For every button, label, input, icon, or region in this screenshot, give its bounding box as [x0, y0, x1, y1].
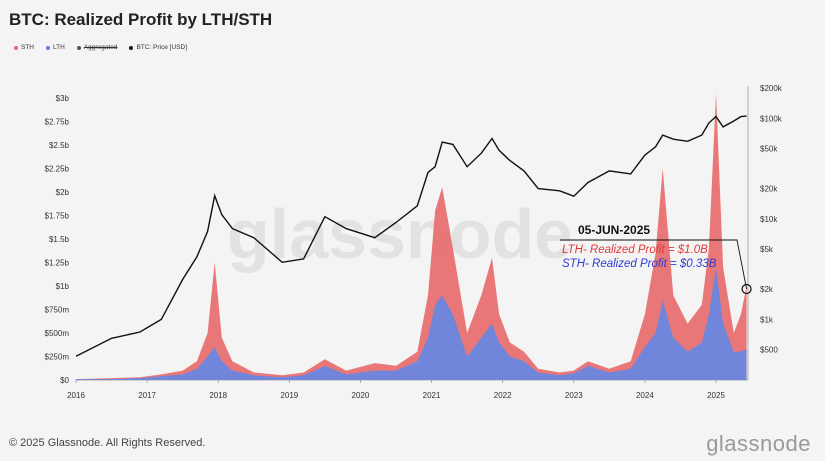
y-left-tick-label: $500m [45, 329, 70, 338]
y-left-tick-label: $1.75b [45, 212, 70, 221]
y-right-tick-label: $10k [760, 215, 778, 224]
y-left-tick-label: $2.25b [45, 165, 70, 174]
copyright-footer: © 2025 Glassnode. All Rights Reserved. [9, 437, 206, 449]
y-left-tick-label: $2b [56, 188, 70, 197]
y-left-tick-label: $1.5b [49, 235, 70, 244]
legend-swatch [76, 45, 81, 50]
lth-area-series [76, 267, 747, 380]
x-tick-label: 2017 [138, 391, 156, 400]
legend-swatch [129, 45, 134, 50]
y-left-tick-label: $750m [45, 306, 70, 315]
legend-label: BTC: Price [USD] [136, 44, 187, 51]
y-left-tick-label: $0 [60, 376, 69, 385]
legend-item-btc-price-usd-[interactable]: BTC: Price [USD] [129, 44, 187, 51]
y-right-tick-label: $50k [760, 145, 778, 154]
x-tick-label: 2022 [494, 391, 512, 400]
chart-title: BTC: Realized Profit by LTH/STH [9, 10, 273, 29]
y-left-tick-label: $1.25b [45, 259, 70, 268]
legend-item-aggregated[interactable]: Aggregated [76, 44, 118, 51]
legend-item-sth[interactable]: STH [14, 44, 34, 51]
x-tick-label: 2024 [636, 391, 654, 400]
brand-logo: glassnode [706, 431, 811, 456]
x-tick-label: 2021 [423, 391, 441, 400]
y-left-tick-label: $3b [56, 94, 70, 103]
y-left-tick-label: $2.75b [45, 118, 70, 127]
price-line-series [75, 115, 747, 357]
x-tick-label: 2023 [565, 391, 583, 400]
annotation-date: 05-JUN-2025 [578, 223, 650, 237]
y-right-tick-label: $500 [760, 346, 778, 355]
y-right-tick-label: $5k [760, 245, 774, 254]
x-tick-label: 2020 [352, 391, 370, 400]
legend-label: LTH [53, 44, 65, 51]
legend-swatch [14, 45, 18, 50]
x-tick-label: 2016 [67, 391, 85, 400]
annotation-lth-value: LTH- Realized Profit = $1.0B [562, 244, 708, 256]
x-tick-label: 2019 [280, 391, 298, 400]
x-tick-label: 2018 [209, 391, 227, 400]
legend-label: STH [21, 44, 34, 51]
y-right-tick-label: $100k [760, 114, 783, 123]
y-left-tick-label: $1b [56, 282, 70, 291]
legend-label: Aggregated [83, 44, 118, 51]
y-left-tick-label: $250m [45, 353, 70, 362]
y-right-tick-label: $20k [760, 185, 778, 194]
y-left-tick-label: $2.5b [49, 141, 70, 150]
y-right-tick-label: $2k [760, 285, 774, 294]
x-tick-label: 2025 [707, 391, 725, 400]
y-right-tick-label: $1k [760, 315, 774, 324]
y-right-tick-label: $200k [760, 84, 783, 93]
watermark: glassnode [227, 195, 573, 273]
legend: STH LTH Aggregated BTC: Price [USD] [14, 44, 187, 51]
annotation-sth-value: STH- Realized Profit = $0.33B [562, 258, 717, 270]
legend-swatch [46, 45, 50, 50]
legend-item-lth[interactable]: LTH [46, 44, 65, 51]
annotation-marker [741, 283, 752, 295]
annotation-leader-line [560, 239, 748, 290]
